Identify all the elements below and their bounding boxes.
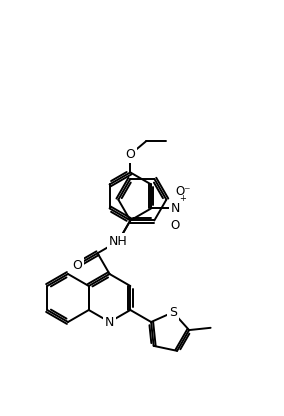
Text: N: N (170, 202, 180, 215)
Text: N: N (105, 315, 114, 329)
Text: O: O (72, 259, 82, 272)
Text: NH: NH (109, 235, 128, 248)
Text: O: O (126, 148, 135, 161)
Text: +: + (179, 194, 186, 203)
Text: O⁻: O⁻ (175, 185, 191, 198)
Text: S: S (169, 306, 177, 319)
Text: O: O (170, 219, 180, 232)
